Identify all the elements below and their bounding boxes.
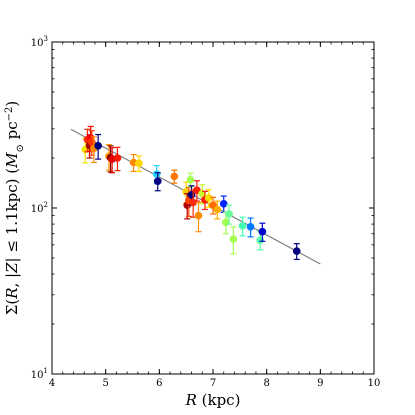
y-tick-label: 103 [31, 35, 48, 49]
data-marker [113, 154, 122, 162]
data-marker [246, 222, 255, 231]
data-point [135, 155, 143, 173]
data-marker [194, 211, 203, 220]
data-marker [170, 172, 179, 181]
data-marker [135, 159, 143, 168]
data-point [292, 243, 301, 261]
fit-line [70, 128, 321, 265]
x-tick-label: 5 [102, 378, 108, 389]
y-tick-label: 102 [31, 201, 48, 215]
data-marker [219, 199, 228, 208]
x-axis-label: R (kpc) [185, 391, 241, 409]
data-marker [258, 227, 267, 236]
x-tick-label: 6 [156, 378, 162, 389]
data-point [94, 133, 103, 160]
data-marker [186, 175, 195, 184]
y-axis-label: Σ(R, |Z| ≤ 1.1kpc) (M⊙ pc−2) [3, 101, 26, 316]
x-tick-label: 7 [210, 378, 216, 389]
ticks-layer: 4 5 6 7 8 9 10 101 102 103 [31, 35, 381, 389]
data-point [213, 200, 222, 220]
y-tick-label: 101 [31, 367, 48, 381]
data-point [193, 180, 201, 202]
data-point [258, 222, 267, 242]
data-point [186, 172, 195, 188]
data-marker [152, 170, 161, 178]
data-points-layer [81, 125, 301, 261]
data-point [246, 217, 255, 238]
fit-line-layer [70, 128, 321, 265]
data-point [170, 169, 179, 184]
x-tick-label: 10 [368, 378, 381, 389]
data-point [153, 172, 162, 192]
data-point [113, 146, 122, 172]
data-marker [292, 247, 301, 255]
data-marker [229, 235, 238, 243]
data-marker [238, 222, 247, 230]
data-marker [225, 210, 233, 218]
x-tick-label: 8 [263, 378, 269, 389]
data-point [194, 201, 203, 233]
data-point [238, 216, 247, 237]
data-marker [153, 177, 162, 186]
data-point [225, 204, 233, 225]
x-tick-label: 9 [317, 378, 323, 389]
data-marker [213, 205, 222, 214]
data-marker [222, 218, 230, 227]
data-marker [204, 194, 213, 202]
data-point [229, 226, 238, 255]
data-marker [94, 141, 103, 150]
data-marker [193, 186, 201, 195]
x-tick-label: 4 [49, 378, 55, 389]
